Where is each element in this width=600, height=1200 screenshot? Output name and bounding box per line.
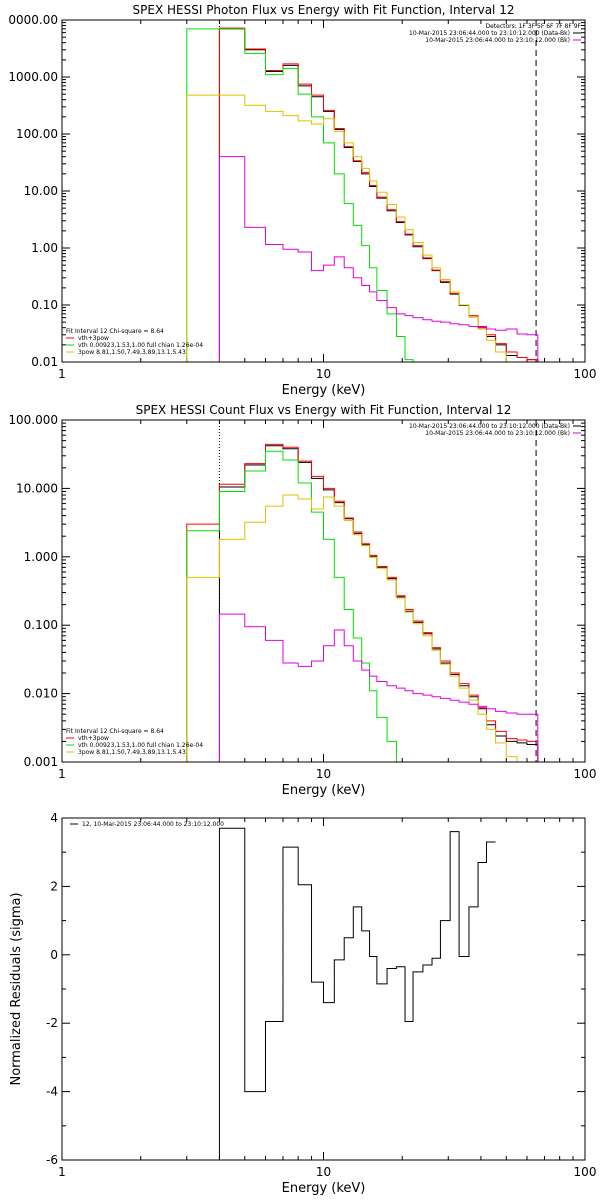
x-axis-label: Energy (keV) — [282, 383, 366, 398]
y-tick-label: 1.000 — [24, 550, 58, 564]
x-tick-label: 1 — [58, 1165, 66, 1179]
x-tick-label: 100 — [574, 1165, 597, 1179]
panel-2: SPEX HESSI Count Flux vs Energy with Fit… — [8, 403, 596, 798]
y-tick-label: 100.000 — [8, 413, 58, 427]
legend-fit-header: Fit Interval 12 Chi-square = 8.64 — [66, 728, 164, 735]
series-3 — [186, 28, 423, 363]
y-tick-label: 0000.00 — [8, 13, 58, 27]
legend-fit-entry: vth 0.00923,1.53,1.00 full chian 1.26e-0… — [78, 742, 203, 749]
y-tick-label: 0 — [50, 948, 58, 962]
series-1 — [218, 827, 496, 1160]
y-tick-label: 0.100 — [24, 618, 58, 632]
x-tick-label: 100 — [574, 767, 597, 781]
series-2 — [218, 27, 539, 362]
series-3 — [186, 450, 406, 763]
series-1 — [218, 28, 539, 362]
series-line — [218, 28, 539, 362]
series-1 — [218, 445, 539, 762]
y-tick-label: -6 — [46, 1153, 58, 1167]
x-axis-label: Energy (keV) — [282, 1181, 366, 1196]
x-tick-label: 1 — [58, 367, 66, 381]
chart-title: SPEX HESSI Photon Flux vs Energy with Fi… — [133, 3, 515, 17]
series-line — [186, 450, 406, 763]
x-tick-label: 10 — [316, 1165, 331, 1179]
plot-frame — [61, 419, 586, 763]
legend-fit-entry: vth 0.00923,1.53,1.00 full chian 1.26e-0… — [78, 342, 203, 349]
legend-entry: 10-Mar-2015 23:06:44.000 to 23:10:12.000… — [425, 430, 570, 437]
y-axis-label: Normalized Residuals (sigma) — [9, 892, 24, 1085]
legend-header: Detectors: 1F 3F 5F 6F 7F 8F 9F — [485, 23, 581, 30]
panel-3: 1 10 100 -6 -4 -2 0 2 4 Energy (keV) Normalized Re… — [9, 811, 596, 1196]
legend-fit-entry: vth+3pow — [78, 735, 109, 742]
series-4 — [186, 494, 538, 763]
y-tick-label: 0.10 — [31, 298, 58, 312]
legend-fit-entry: 3pow 8.81,1.50,7.49,3.89,13.1,5.43 — [78, 749, 186, 756]
y-tick-label: 100.00 — [16, 127, 58, 141]
series-5 — [218, 613, 539, 762]
y-tick-label: 10.00 — [24, 184, 58, 198]
series-line — [218, 613, 539, 762]
legend-fit-entry: 3pow 8.81,1.50,7.49,3.89,13.1,5.43 — [78, 349, 186, 356]
y-tick-label: 0.001 — [24, 755, 58, 769]
y-tick-label: 4 — [50, 811, 58, 825]
series-line — [218, 445, 539, 762]
y-tick-label: 1.00 — [31, 241, 58, 255]
legend-entry: 12, 10-Mar-2015 23:06:44.000 to 23:10:12… — [82, 821, 224, 828]
y-tick-label: -2 — [46, 1016, 58, 1030]
chart-title: SPEX HESSI Count Flux vs Energy with Fit… — [136, 403, 512, 417]
legend-entry: 10-Mar-2015 23:06:44.000 to 23:10:12.000… — [425, 37, 570, 44]
series-line — [218, 27, 539, 362]
legend-fit-entry: vth+3pow — [78, 335, 109, 342]
series-5 — [218, 156, 539, 362]
series-line — [186, 494, 538, 763]
y-tick-label: 2 — [50, 879, 58, 893]
legend-fit-header: Fit Interval 12 Chi-square = 8.64 — [66, 328, 164, 335]
panel-1: SPEX HESSI Photon Flux vs Energy with Fi… — [8, 3, 596, 398]
series-4 — [186, 94, 538, 363]
series-line — [186, 94, 538, 363]
series-line — [218, 827, 496, 1160]
series-line — [186, 28, 423, 363]
x-tick-label: 10 — [316, 767, 331, 781]
x-tick-label: 1 — [58, 767, 66, 781]
legend-entry: 10-Mar-2015 23:06:44.000 to 23:10:12.000… — [409, 423, 570, 430]
y-tick-label: 10.000 — [16, 481, 58, 495]
y-tick-label: -4 — [46, 1085, 58, 1099]
x-tick-label: 100 — [574, 367, 597, 381]
plot-frame — [61, 817, 586, 1161]
legend-entry: 10-Mar-2015 23:06:44.000 to 23:10:12.000… — [409, 30, 570, 37]
x-axis-label: Energy (keV) — [282, 783, 366, 798]
x-tick-label: 10 — [316, 367, 331, 381]
y-tick-label: 0.01 — [31, 355, 58, 369]
plot-frame — [61, 19, 586, 363]
y-tick-label: 0.010 — [24, 687, 58, 701]
y-tick-label: 1000.00 — [8, 70, 58, 84]
series-line — [218, 156, 539, 362]
